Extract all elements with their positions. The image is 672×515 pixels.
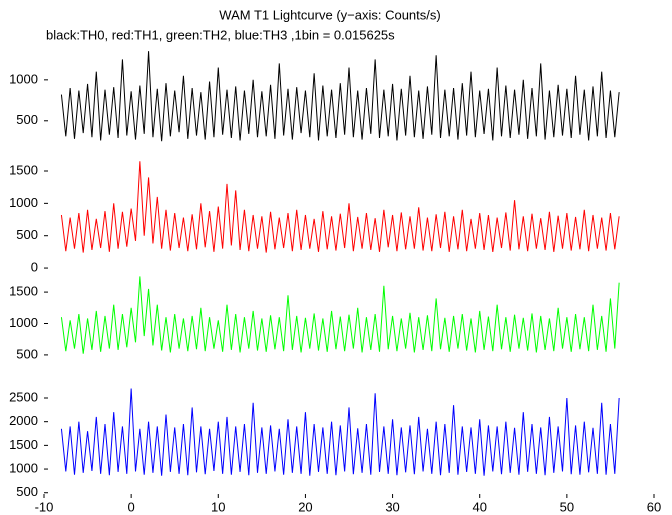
- x-tick-label: 20: [298, 499, 312, 514]
- y-tick-label: 1000: [9, 71, 38, 86]
- chart-subtitle: black:TH0, red:TH1, green:TH2, blue:TH3 …: [46, 27, 395, 42]
- y-tick-label: 2000: [9, 413, 38, 428]
- y-tick-label: 0: [31, 259, 38, 274]
- x-tick-label: 60: [647, 499, 661, 514]
- y-tick-label: 1500: [9, 284, 38, 299]
- x-tick-label: 40: [472, 499, 486, 514]
- y-tick-label: 1000: [9, 195, 38, 210]
- lightcurve: [60, 276, 620, 354]
- x-tick-label: 10: [211, 499, 225, 514]
- y-tick-label: 2500: [9, 389, 38, 404]
- y-tick-label: 500: [16, 484, 38, 499]
- y-tick-label: 1500: [9, 437, 38, 452]
- y-tick-label: 1000: [9, 460, 38, 475]
- y-tick-label: 500: [16, 346, 38, 361]
- lightcurve: [60, 388, 620, 476]
- y-tick-label: 500: [16, 227, 38, 242]
- y-tick-label: 1500: [9, 162, 38, 177]
- x-tick-label: 30: [385, 499, 399, 514]
- y-tick-label: 500: [16, 112, 38, 127]
- lightcurve: [60, 51, 620, 142]
- lightcurve: [60, 161, 620, 253]
- x-tick-label: 50: [560, 499, 574, 514]
- chart-title: WAM T1 Lightcurve (y−axis: Counts/s): [219, 7, 440, 22]
- y-tick-label: 1000: [9, 315, 38, 330]
- x-tick-label: 0: [128, 499, 135, 514]
- x-tick-label: -10: [35, 499, 54, 514]
